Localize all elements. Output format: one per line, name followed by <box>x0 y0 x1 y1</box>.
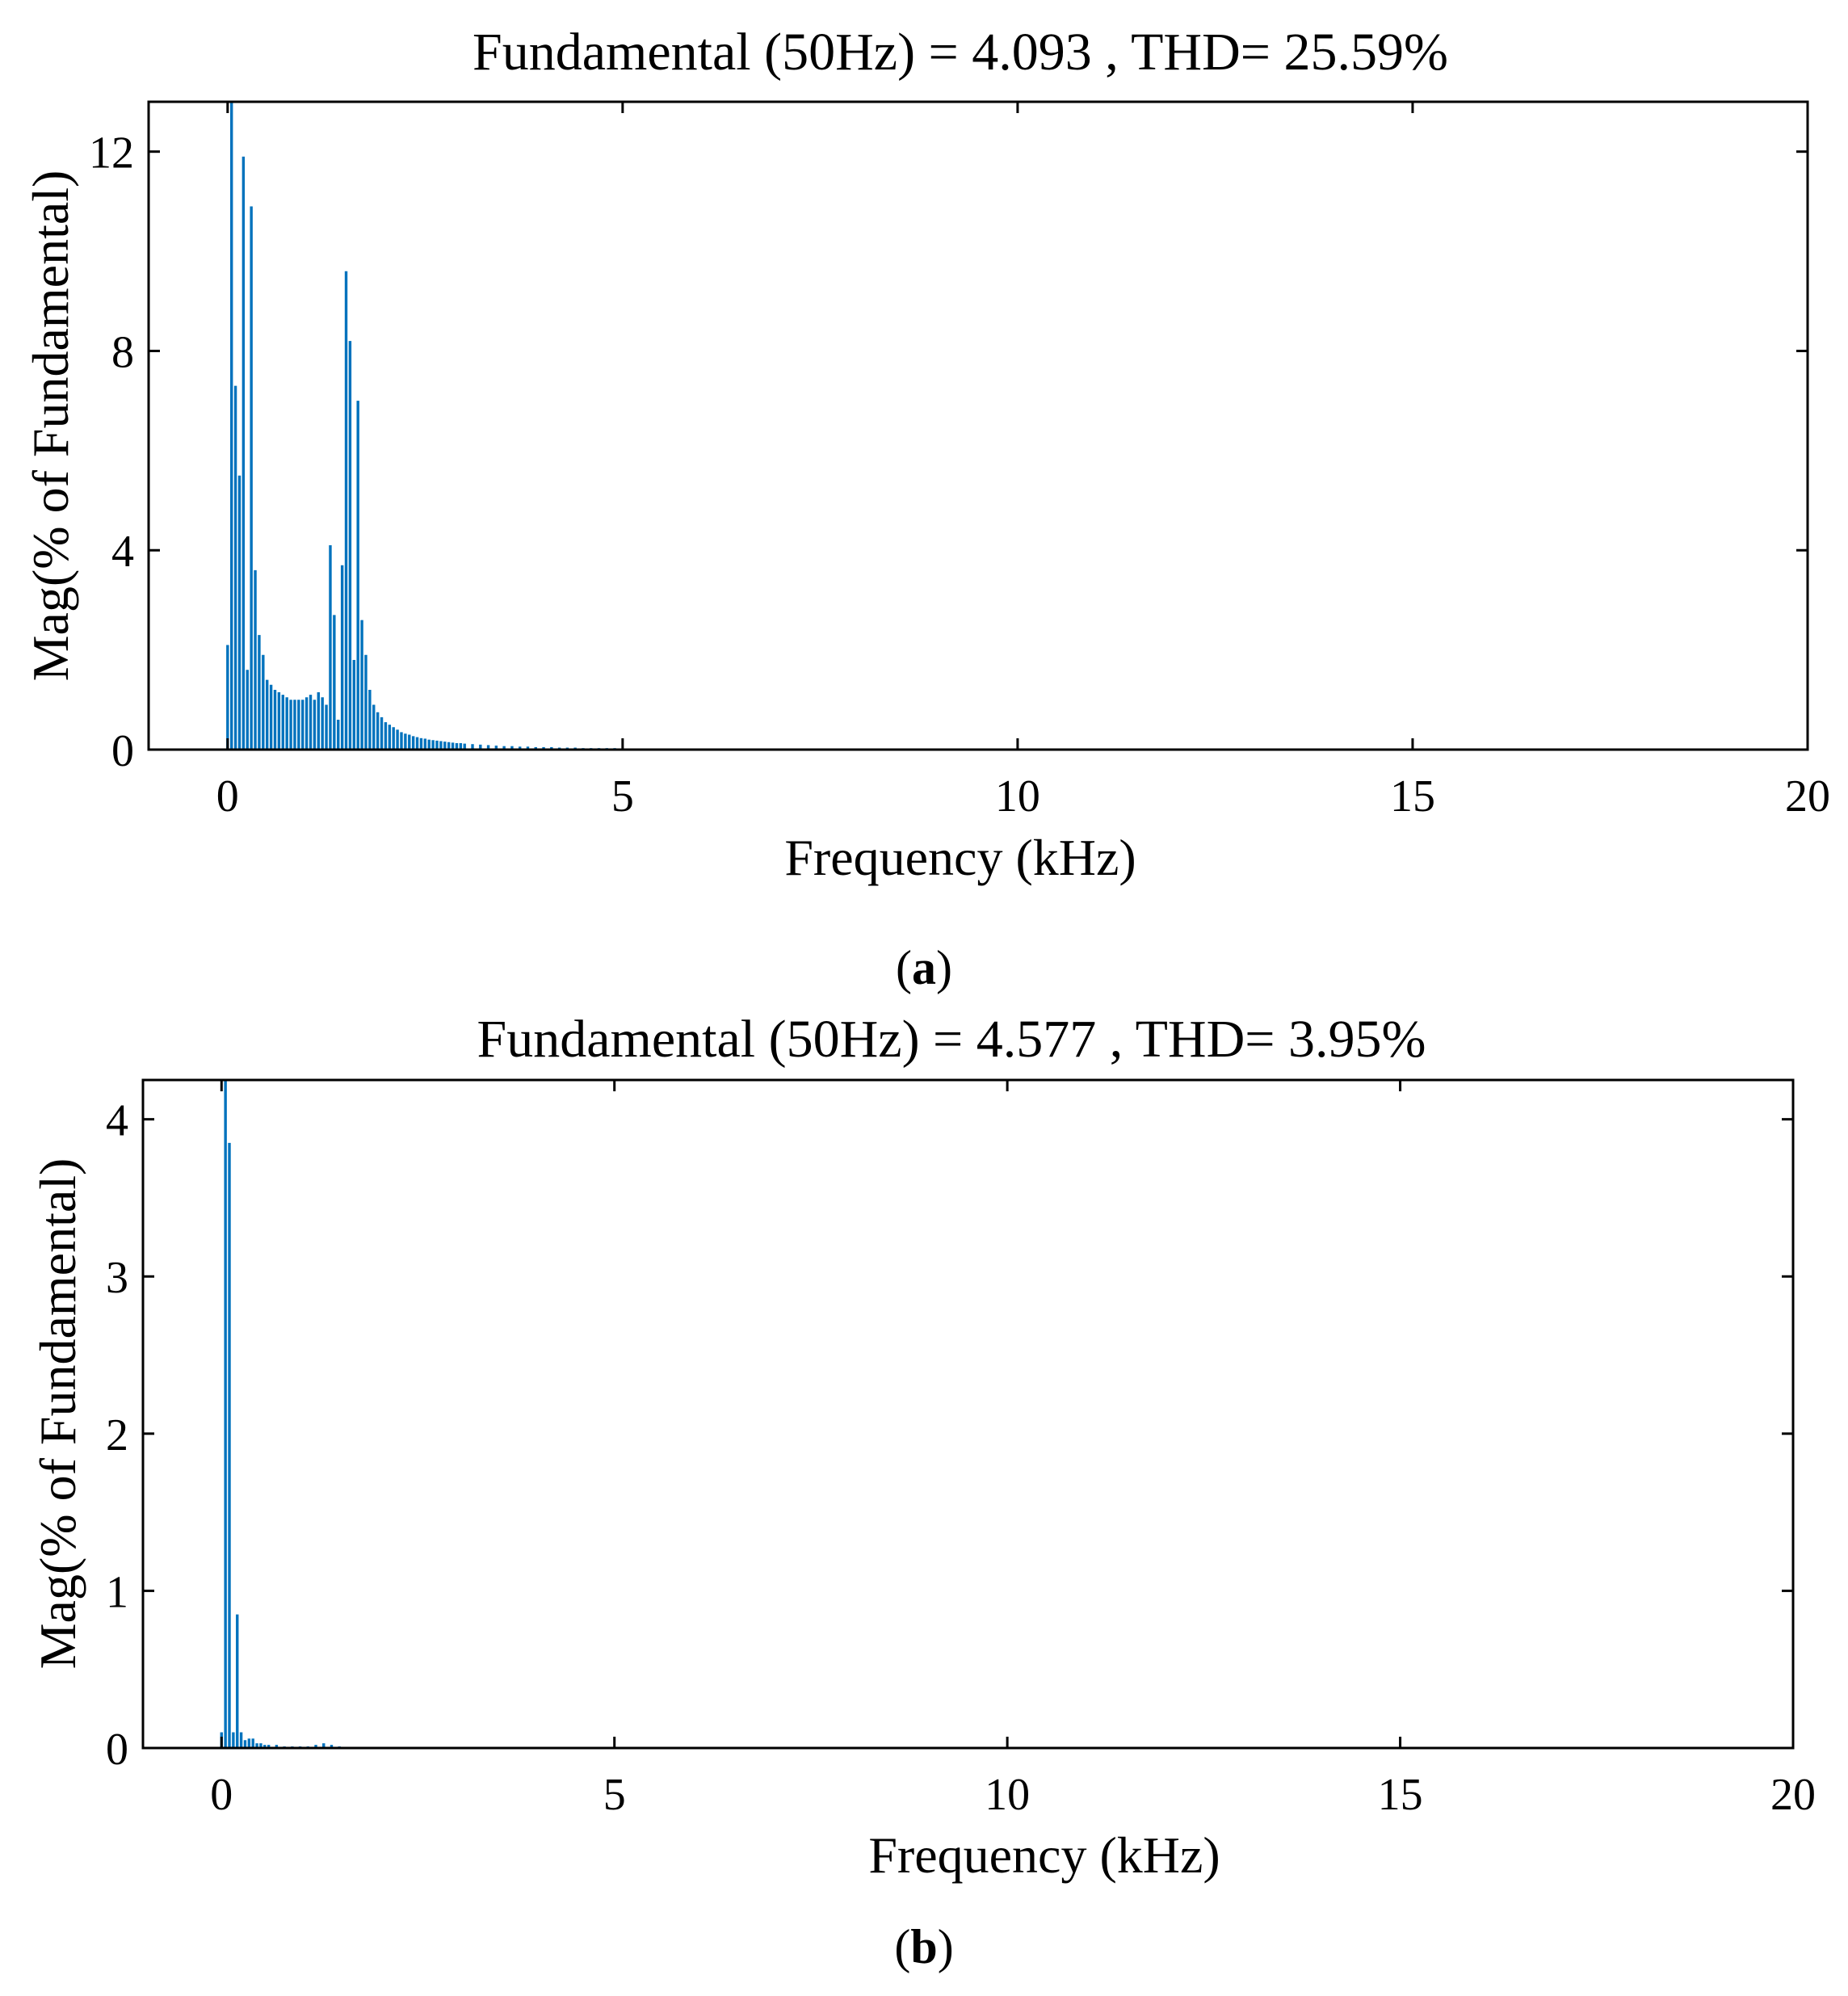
x-tick-label: 20 <box>1785 771 1830 822</box>
x-tick-label: 15 <box>1390 771 1435 822</box>
panel-letter: a <box>912 941 936 994</box>
y-axis-label: Mag(% of Fundamental) <box>29 1158 86 1670</box>
y-tick-label: 12 <box>89 128 134 179</box>
y-tick-label: 0 <box>111 726 134 776</box>
panel-label-a: (a) <box>896 941 952 994</box>
y-tick-label: 3 <box>106 1253 128 1303</box>
x-axis-ticks: 0 5 10 15 20 <box>216 102 1830 822</box>
y-tick-label: 0 <box>106 1725 128 1775</box>
x-tick-label: 10 <box>985 1770 1030 1820</box>
y-axis-ticks: 0 1 2 3 4 <box>106 1096 1793 1775</box>
chart-panel-a: Fundamental (50Hz) = 4.093 , THD= 25.59%… <box>22 23 1830 994</box>
x-tick-label: 20 <box>1770 1770 1816 1820</box>
x-tick-label: 10 <box>995 771 1040 822</box>
x-tick-label: 0 <box>216 771 239 822</box>
chart-panel-b: Fundamental (50Hz) = 4.577 , THD= 3.95% … <box>29 1010 1816 1973</box>
plot-frame <box>141 1078 1795 1750</box>
y-axis-label: Mag(% of Fundamental) <box>22 170 79 682</box>
x-axis-label: Frequency (kHz) <box>868 1826 1220 1884</box>
y-tick-label: 2 <box>106 1410 128 1460</box>
bar-series <box>220 1080 341 1748</box>
y-axis-ticks: 0 4 8 12 <box>89 128 1808 776</box>
panel-letter: b <box>910 1920 937 1973</box>
chart-title: Fundamental (50Hz) = 4.577 , THD= 3.95% <box>477 1010 1426 1069</box>
y-tick-label: 4 <box>111 527 134 577</box>
plot-frame <box>147 100 1809 751</box>
y-tick-label: 4 <box>106 1096 128 1146</box>
x-axis-label: Frequency (kHz) <box>784 829 1136 886</box>
x-tick-label: 5 <box>611 771 634 822</box>
chart-title: Fundamental (50Hz) = 4.093 , THD= 25.59% <box>472 23 1448 82</box>
x-tick-label: 0 <box>210 1770 233 1820</box>
y-tick-label: 1 <box>106 1567 128 1617</box>
x-tick-label: 5 <box>603 1770 626 1820</box>
x-axis-ticks: 0 5 10 15 20 <box>210 1080 1816 1820</box>
panel-label-b: (b) <box>894 1920 953 1973</box>
x-tick-label: 15 <box>1378 1770 1423 1820</box>
bar-series <box>226 102 624 750</box>
y-tick-label: 8 <box>111 327 134 377</box>
